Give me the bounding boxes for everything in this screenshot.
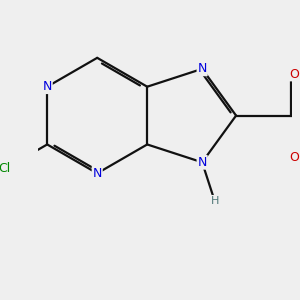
Text: O: O <box>289 151 299 164</box>
Text: N: N <box>92 167 102 180</box>
Text: Cl: Cl <box>0 163 11 176</box>
Text: N: N <box>197 62 207 75</box>
Text: O: O <box>289 68 299 80</box>
Text: H: H <box>210 196 219 206</box>
Text: N: N <box>197 156 207 169</box>
Text: N: N <box>43 80 52 93</box>
